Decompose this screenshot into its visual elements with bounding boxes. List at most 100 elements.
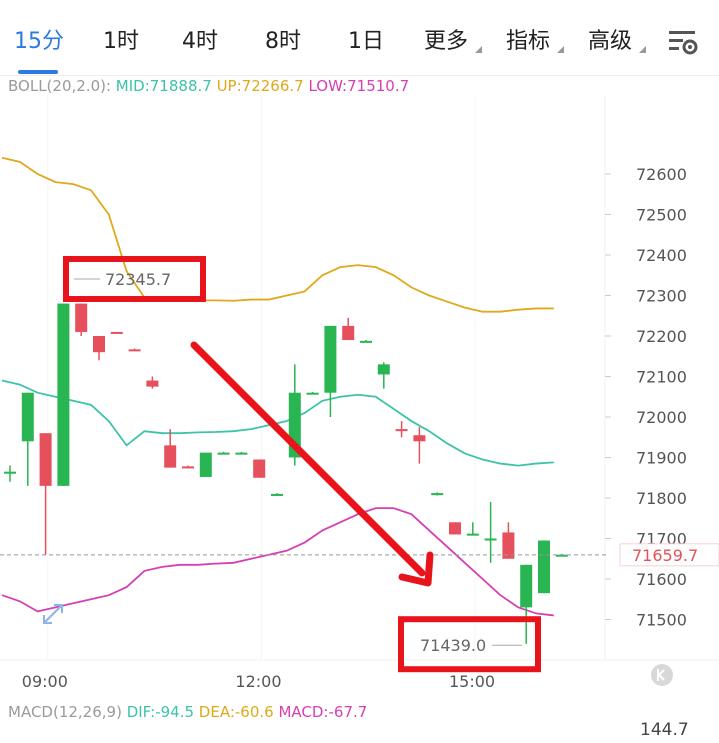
candle-body <box>57 303 70 486</box>
boll-legend: BOLL(20,2.0): MID:71888.7 UP:72266.7 LOW… <box>8 77 409 95</box>
candle <box>182 465 194 469</box>
candle-body <box>555 554 568 557</box>
timeframe-tabs: 15分 1时 4时 8时 1日 更多 指标 高级 <box>0 0 719 76</box>
tab-1h[interactable]: 1时 <box>103 29 139 54</box>
candle <box>271 493 283 496</box>
macd-axis-value: 144.7 <box>640 720 689 740</box>
candle-body <box>93 336 105 353</box>
candle-body <box>413 435 426 442</box>
candle-body <box>217 452 230 455</box>
candle <box>235 451 248 455</box>
candle <box>484 502 497 563</box>
candle-body <box>377 364 390 375</box>
tab-15m[interactable]: 15分 <box>14 29 64 54</box>
x-tick-label: 09:00 <box>22 672 68 691</box>
chart-settings-icon[interactable] <box>666 27 700 57</box>
candle <box>377 362 390 389</box>
scroll-to-latest-button[interactable] <box>651 664 673 686</box>
boll-up: UP:72266.7 <box>216 77 304 95</box>
candle <box>39 433 52 555</box>
macd-dea: DEA:-60.6 <box>198 703 274 721</box>
y-tick-label: 72000 <box>636 408 687 427</box>
expand-icon-corner-tr <box>54 604 63 613</box>
boll-mid-line <box>1 379 554 467</box>
macd-dif: DIF:-94.5 <box>126 703 195 721</box>
candle <box>360 340 372 343</box>
candle-body <box>502 532 515 559</box>
candle <box>253 459 266 478</box>
candle <box>413 427 426 464</box>
candlestick-chart[interactable]: 72600 72500 72400 72300 72200 72100 72000 71900… <box>0 95 719 695</box>
candle <box>57 303 70 486</box>
tab-advanced[interactable]: 高级 <box>588 29 633 54</box>
candle <box>342 317 355 341</box>
candle-body <box>431 493 444 496</box>
tab-1d[interactable]: 1日 <box>348 29 384 54</box>
y-tick-label: 72300 <box>636 287 687 306</box>
candle-body <box>21 392 34 442</box>
candle <box>199 452 212 477</box>
candle-body <box>395 429 408 432</box>
tab-4h[interactable]: 4时 <box>182 29 218 54</box>
y-tick-label: 72400 <box>636 246 687 265</box>
macd-legend: MACD(12,26,9) DIF:-94.5 DEA:-60.6 MACD:-… <box>8 703 367 721</box>
y-tick-label: 72200 <box>636 327 687 346</box>
candle-body <box>324 325 337 393</box>
boll-low: LOW:71510.7 <box>308 77 410 95</box>
candle-body <box>39 433 52 486</box>
candle-body <box>484 538 497 541</box>
candle <box>395 421 408 438</box>
candle-body <box>449 522 461 535</box>
candle-body <box>128 349 141 352</box>
y-tick-label: 71800 <box>636 489 687 508</box>
candle <box>520 564 533 644</box>
candle <box>93 336 105 361</box>
candle-body <box>306 392 319 395</box>
candle-body <box>182 466 194 469</box>
y-tick-label: 71500 <box>636 611 687 630</box>
candle-body <box>110 331 123 334</box>
candle-body <box>271 493 283 496</box>
candle-body <box>146 380 159 387</box>
tab-more[interactable]: 更多 <box>424 29 469 54</box>
current-price-label: 71659.7 <box>632 546 698 565</box>
candle <box>146 376 159 389</box>
expand-icon[interactable] <box>43 604 63 624</box>
candle-body <box>342 325 355 341</box>
candle <box>75 303 88 336</box>
high-annotation-box <box>63 255 206 302</box>
candle <box>164 429 177 468</box>
trend-arrow-head <box>398 551 434 587</box>
indicators-dropdown-icon <box>557 46 564 53</box>
high-marker-label: 72345.7 <box>105 270 171 289</box>
candle-body <box>199 452 212 477</box>
candle-body <box>360 340 372 343</box>
candle <box>4 465 16 482</box>
macd-label: MACD(12,26,9) <box>8 703 122 721</box>
expand-icon-corner-bl <box>43 615 52 624</box>
y-tick-label: 71900 <box>636 449 687 468</box>
candle <box>324 325 337 417</box>
more-dropdown-icon <box>475 46 482 53</box>
candle-body <box>164 445 177 468</box>
candle <box>449 522 461 535</box>
low-annotation-box <box>398 616 541 673</box>
tab-8h[interactable]: 8时 <box>265 29 301 54</box>
tab-indicators[interactable]: 指标 <box>506 29 551 54</box>
candle <box>306 391 319 395</box>
y-tick-label: 72100 <box>636 368 687 387</box>
active-tab-indicator <box>18 70 58 74</box>
current-price-box <box>619 543 719 567</box>
macd-value: MACD:-67.7 <box>278 703 368 721</box>
boll-label: BOLL(20,2.0): <box>8 77 112 95</box>
boll-up-line <box>1 156 554 313</box>
boll-mid: MID:71888.7 <box>115 77 212 95</box>
scroll-button-circle <box>651 664 673 686</box>
candle <box>21 392 34 486</box>
candle <box>128 348 141 352</box>
trend-arrow-shaft <box>190 341 426 577</box>
candle-body <box>538 540 550 594</box>
candle-body <box>75 303 88 332</box>
candle-body <box>235 452 248 455</box>
candle <box>110 331 123 334</box>
